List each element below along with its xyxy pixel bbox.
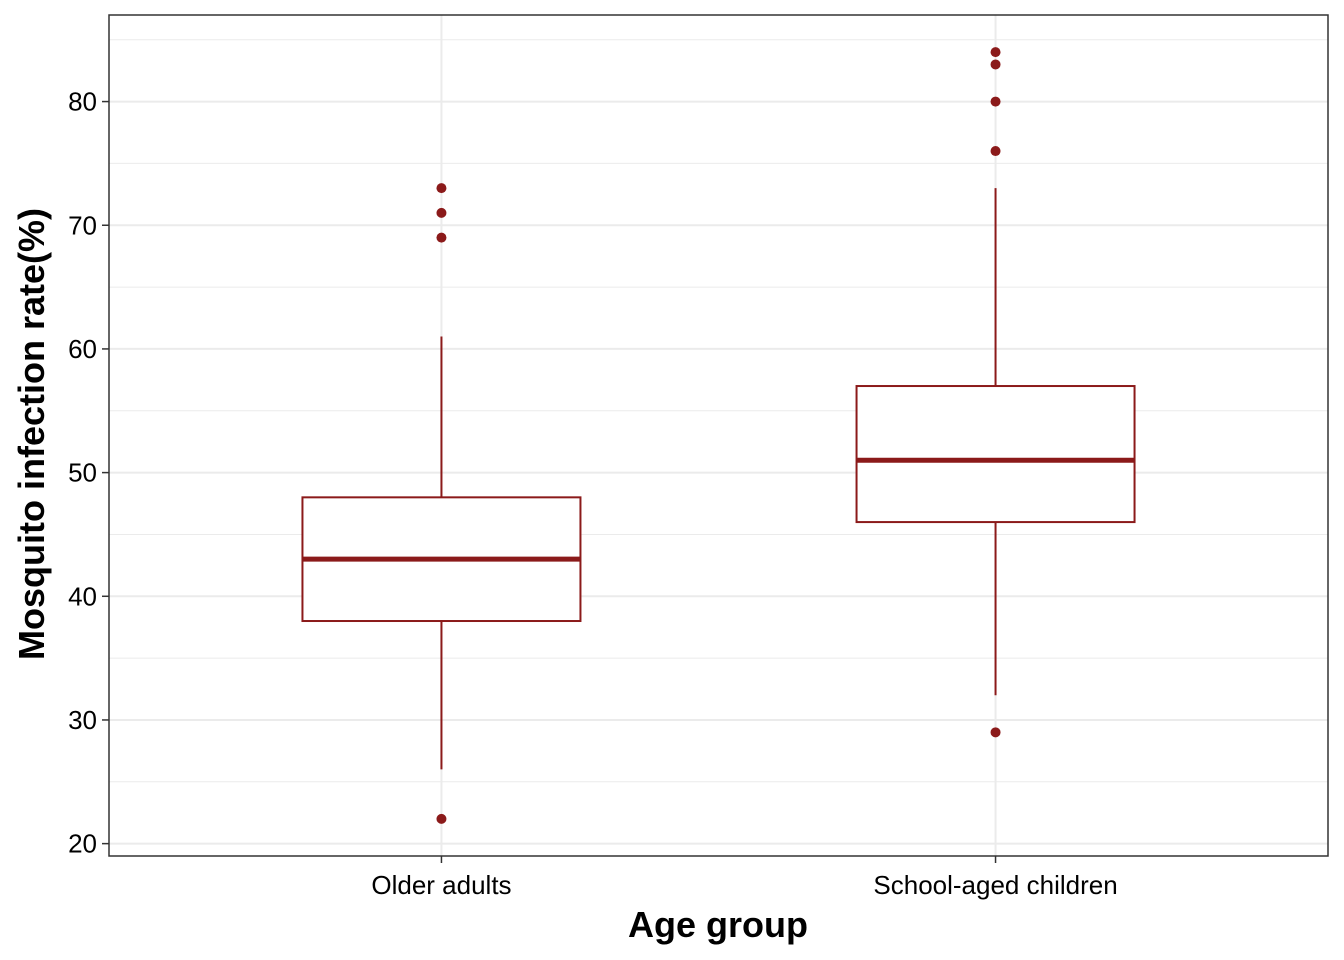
outlier-point — [436, 813, 447, 824]
outlier-point — [990, 47, 1001, 58]
y-tick-label: 40 — [68, 581, 97, 611]
y-tick-label: 60 — [68, 334, 97, 364]
y-axis-title: Mosquito infection rate(%) — [11, 208, 52, 660]
outlier-point — [990, 96, 1001, 107]
x-tick-label: School-aged children — [873, 870, 1117, 900]
outlier-point — [990, 146, 1001, 157]
panel-border — [108, 14, 1329, 857]
y-tick-label: 20 — [68, 829, 97, 859]
outlier-point — [436, 232, 447, 243]
y-tick-label: 30 — [68, 705, 97, 735]
major-gridlines — [109, 15, 1328, 856]
box-group — [855, 47, 1136, 738]
outlier-point — [436, 207, 447, 218]
y-tick-label: 50 — [68, 458, 97, 488]
outlier-point — [990, 727, 1001, 738]
x-axis: Older adults School-aged children — [371, 856, 1118, 900]
outlier-point — [436, 183, 447, 194]
x-axis-title: Age group — [628, 904, 808, 945]
outlier-point — [990, 59, 1001, 70]
y-axis: 20 30 40 50 60 70 80 — [68, 87, 109, 859]
y-tick-label: 80 — [68, 87, 97, 117]
box-group — [301, 183, 582, 824]
iqr-box — [855, 385, 1136, 524]
box-series — [301, 47, 1136, 824]
x-tick-label: Older adults — [371, 870, 511, 900]
y-tick-label: 70 — [68, 210, 97, 240]
